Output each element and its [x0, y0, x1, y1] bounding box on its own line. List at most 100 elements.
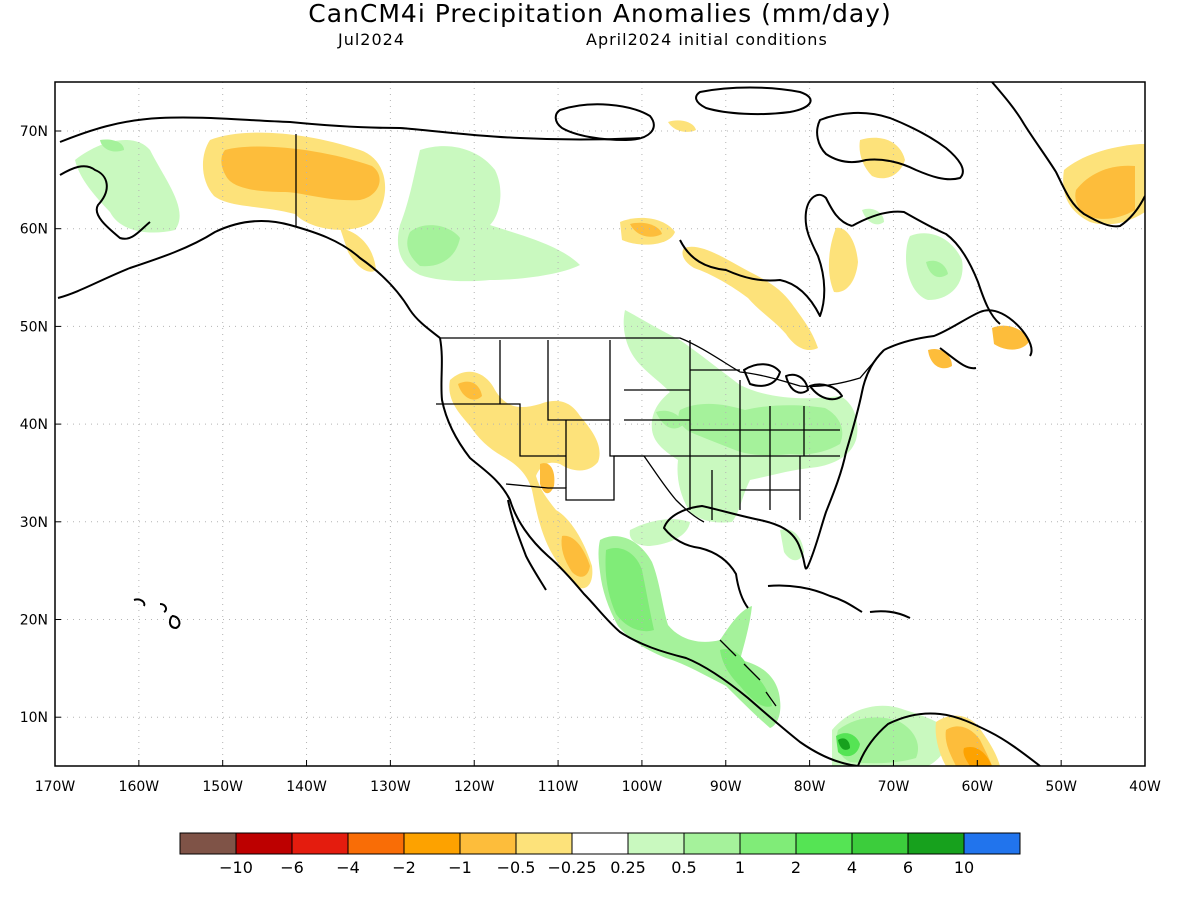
longitude-label: 140W	[286, 779, 327, 795]
dry-anomaly-arizona-core	[540, 463, 555, 494]
colorbar-swatch	[963, 832, 1021, 855]
longitude-label: 70W	[878, 779, 910, 795]
wet-anomaly-colombia-mid	[836, 717, 919, 764]
map-title: CanCM4i Precipitation Anomalies (mm/day)	[308, 0, 892, 28]
alaska-coast	[57, 220, 441, 339]
forecast-month: Jul2024	[338, 30, 406, 49]
cuba	[767, 584, 863, 613]
longitude-label: 120W	[454, 779, 495, 795]
colorbar-tick-label: 2	[791, 858, 801, 877]
central-america-borders	[719, 639, 777, 707]
hawaii-islands	[133, 598, 181, 629]
dry-anomaly-newfoundland	[992, 325, 1030, 350]
colorbar-swatch	[739, 832, 797, 855]
colorbar-tick-label: 1	[735, 858, 745, 877]
colorbar-swatch	[515, 832, 573, 855]
dry-anomaly-sonora-core	[561, 535, 590, 577]
dry-anomaly-quebec	[828, 227, 858, 293]
dry-anomaly-baffin	[859, 137, 905, 179]
great-lakes	[743, 363, 843, 401]
greenland-coast	[991, 82, 1145, 228]
colorbar-swatch	[851, 832, 909, 855]
dry-anomaly-alaska-core	[221, 146, 380, 201]
colorbar-tick-label: 0.25	[610, 858, 646, 877]
latitude-label: 10N	[20, 710, 48, 726]
longitude-label: 90W	[710, 779, 742, 795]
longitude-label: 100W	[622, 779, 663, 795]
longitude-label: 110W	[538, 779, 579, 795]
alaska-west-coast	[59, 165, 151, 240]
colorbar-swatch	[907, 832, 965, 855]
longitude-label: 160W	[119, 779, 160, 795]
coastlines	[57, 82, 1145, 766]
longitude-label: 40W	[1129, 779, 1161, 795]
colorbar-tick-label: −6	[280, 858, 304, 877]
colorbar-labels: −10 −6 −4 −2 −1 −0.5 −0.25 0.25 0.5 1 2 4 6 10	[219, 858, 974, 877]
political-borders	[295, 134, 885, 707]
longitude-labels: 170W 160W 150W 140W 130W 120W 110W 100W 90W 80W 70…	[35, 760, 1161, 795]
state-lines-east	[690, 369, 840, 520]
longitude-label: 130W	[370, 779, 411, 795]
wet-anomaly-west-alaska	[75, 139, 180, 233]
wet-anomaly-florida	[780, 529, 804, 561]
wet-anomaly-colombia-core	[838, 738, 850, 750]
dry-anomaly-guyana-core	[963, 746, 992, 766]
longitude-label: 60W	[961, 779, 993, 795]
colorbar-tick-label: 6	[903, 858, 913, 877]
anomaly-shading	[75, 120, 1145, 766]
latitude-label: 60N	[20, 222, 48, 238]
dry-anomaly-bc-coast	[340, 228, 376, 272]
state-lines-west	[436, 340, 691, 510]
colorbar-tick-label: 4	[847, 858, 857, 877]
colorbar-swatch	[459, 832, 517, 855]
dry-anomaly-nevada-core	[458, 381, 482, 400]
gulf-coast	[663, 349, 885, 609]
dry-anomaly-great-basin	[449, 371, 600, 589]
colorbar-swatch	[347, 832, 405, 855]
latitude-label: 50N	[20, 319, 48, 335]
initial-conditions-label: April2024 initial conditions	[586, 30, 828, 49]
wet-anomaly-bering	[100, 139, 124, 152]
dry-anomaly-ontario-band	[682, 246, 818, 351]
hispaniola	[869, 610, 911, 619]
hudson-bay	[679, 193, 853, 317]
longitude-label: 150W	[202, 779, 243, 795]
dry-anomaly-nova-scotia	[928, 348, 952, 369]
colorbar-swatch	[795, 832, 853, 855]
latitude-label: 40N	[20, 417, 48, 433]
baja-california	[507, 499, 547, 591]
colorbar-tick-label: −10	[219, 858, 253, 877]
colorbar-swatch	[179, 832, 237, 855]
south-america-coast	[857, 712, 1041, 766]
colorbar-tick-label: −2	[392, 858, 416, 877]
gridlines	[55, 82, 1145, 766]
colorbar-tick-label: 10	[954, 858, 974, 877]
victoria-island	[554, 103, 655, 141]
colorbar-tick-label: −0.25	[547, 858, 596, 877]
longitude-label: 170W	[35, 779, 76, 795]
us-mexico-border	[505, 455, 705, 523]
colorbar-swatch	[235, 832, 293, 855]
latitude-label: 20N	[20, 613, 48, 629]
baffin-island	[816, 111, 964, 181]
colorbar-tick-label: 0.5	[671, 858, 696, 877]
dry-anomaly-hudson-core	[630, 222, 662, 237]
dry-anomaly-greenland-core	[1075, 165, 1135, 219]
latitude-labels: 70N 60N 50N 40N 30N 20N 10N	[20, 124, 61, 726]
wet-anomaly-central-america-core	[720, 649, 772, 707]
colorbar-swatch	[683, 832, 741, 855]
east-canada-coast	[883, 309, 1033, 370]
colorbar-swatch	[291, 832, 349, 855]
colorbar-swatch	[571, 832, 629, 855]
colorbar-swatch	[403, 832, 461, 855]
ellesmere-island	[695, 86, 812, 116]
wet-anomaly-nw-canada-core	[407, 225, 460, 267]
labrador-coast	[851, 210, 1001, 325]
us-canada-border	[440, 337, 885, 388]
colorbar-tick-label: −1	[448, 858, 472, 877]
wet-anomaly-labrador-core	[926, 260, 948, 278]
colorbar	[179, 832, 1021, 855]
longitude-label: 80W	[794, 779, 826, 795]
pacific-coast-us	[439, 337, 859, 766]
